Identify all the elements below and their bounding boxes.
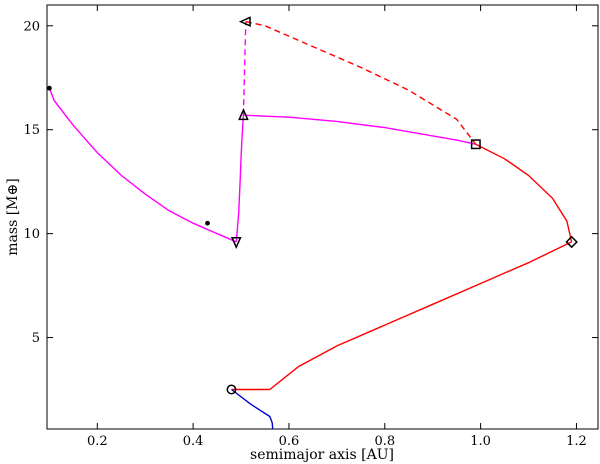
series-line-5 xyxy=(269,241,572,391)
y-axis-label: mass [M⊕] xyxy=(5,178,21,255)
x-tick-label: 1.2 xyxy=(566,434,587,449)
y-tick-label: 10 xyxy=(23,227,40,242)
plot-frame xyxy=(46,4,599,430)
x-tick-label: 0.6 xyxy=(279,434,300,449)
marker-triangle-up-4 xyxy=(238,108,249,121)
marker-square-6 xyxy=(470,139,481,150)
series-line-1 xyxy=(48,87,237,243)
marker-layer xyxy=(46,16,578,395)
tick-layer: 0.2 0.4 0.6 0.8 1.0 1.2 5 10 15 20 xyxy=(23,5,598,449)
marker-triangle-left-5 xyxy=(238,16,251,27)
series-layer xyxy=(48,20,573,430)
series-line-8 xyxy=(245,20,477,145)
y-tick-label: 15 xyxy=(23,123,40,138)
series-line-3 xyxy=(243,114,476,145)
x-axis-label: semimajor axis [AU] xyxy=(250,447,394,463)
y-tick-label: 5 xyxy=(32,331,40,346)
marker-circle-8 xyxy=(226,384,237,395)
marker-triangle-down-3 xyxy=(230,236,242,249)
marker-dot-1 xyxy=(46,85,52,91)
marker-dot-2 xyxy=(205,220,210,226)
series-line-2 xyxy=(235,115,245,242)
x-tick-label: 0.2 xyxy=(87,434,108,449)
series-line-9 xyxy=(231,388,274,430)
series-line-7 xyxy=(242,21,247,116)
x-tick-label: 0.8 xyxy=(374,434,395,449)
series-line-4 xyxy=(475,143,573,243)
x-tick-label: 1.0 xyxy=(470,434,491,449)
marker-diamond-7 xyxy=(565,235,578,249)
y-tick-label: 20 xyxy=(23,19,40,34)
x-tick-label: 0.4 xyxy=(183,434,204,449)
